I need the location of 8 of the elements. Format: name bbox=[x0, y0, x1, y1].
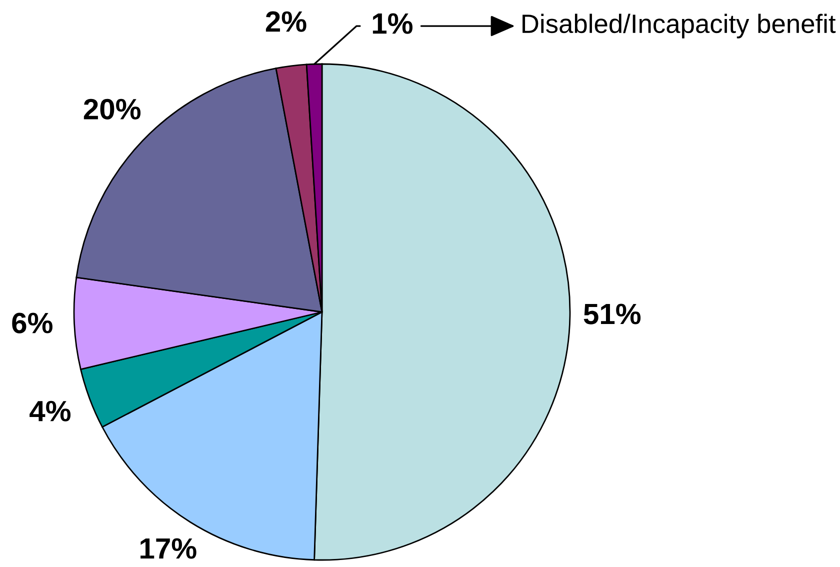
data-label: 1% bbox=[372, 13, 412, 34]
data-label: 20% bbox=[84, 98, 141, 120]
data-label: 51% bbox=[584, 304, 641, 324]
data-label: 4% bbox=[30, 400, 71, 422]
data-label: 2% bbox=[266, 11, 306, 32]
data-label: 6% bbox=[12, 312, 52, 334]
legend-label: Disabled/Incapacity benefit bbox=[522, 14, 836, 38]
data-label: 17% bbox=[140, 538, 196, 559]
